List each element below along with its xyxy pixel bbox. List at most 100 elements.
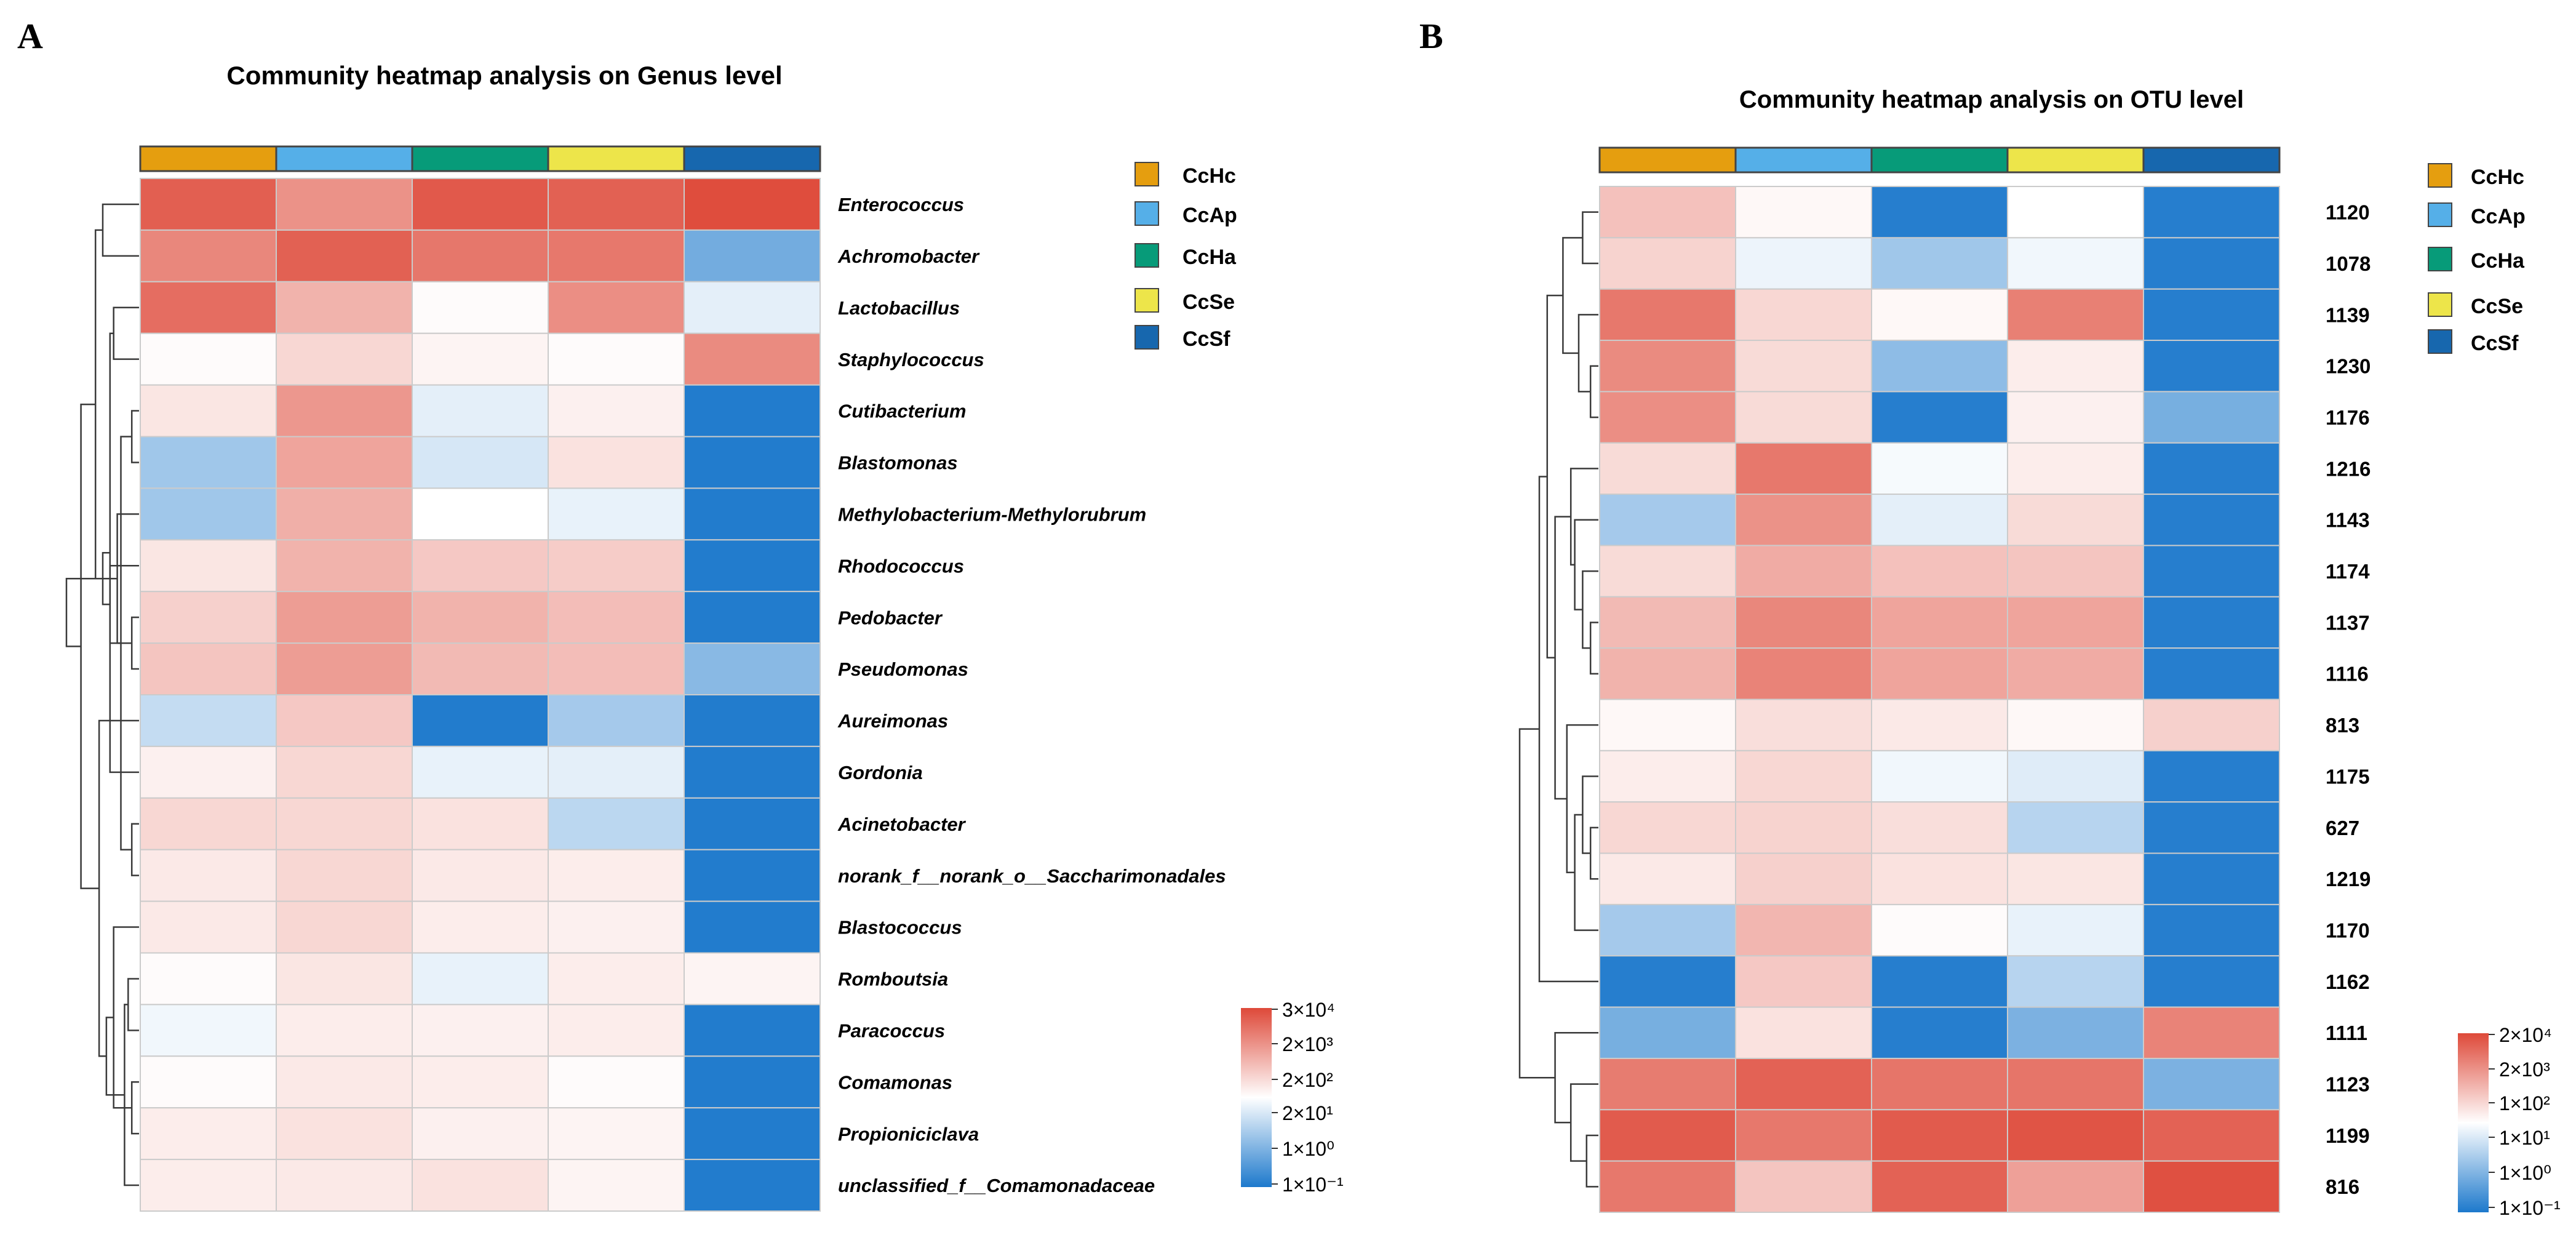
dendrogram-branch bbox=[1562, 237, 1583, 354]
dendrogram-branch bbox=[109, 332, 139, 774]
heatmap-cell bbox=[1735, 1006, 1872, 1059]
colorbar-tick-label: 1×10⁰ bbox=[1282, 1138, 1334, 1160]
panel-b-label: B bbox=[1419, 16, 1443, 56]
legend-label-ccha: CcHa bbox=[2471, 249, 2525, 273]
heatmap-cell bbox=[276, 384, 413, 438]
legend-swatch-cchc bbox=[2428, 163, 2452, 188]
colorbar-tick-label: 2×10¹ bbox=[1282, 1102, 1333, 1124]
heatmap-cell bbox=[1871, 545, 2008, 598]
heatmap-cell bbox=[1871, 647, 2008, 700]
heatmap-cell bbox=[1871, 494, 2008, 546]
heatmap-cell bbox=[684, 229, 821, 282]
heatmap-cell bbox=[1599, 750, 1736, 803]
heatmap-cell bbox=[412, 281, 549, 334]
heatmap-cell bbox=[548, 797, 685, 850]
heatmap-cell bbox=[2007, 903, 2144, 957]
heatmap-cell bbox=[276, 642, 413, 695]
heatmap-cell bbox=[1735, 237, 1872, 290]
heatmap-cell bbox=[1871, 801, 2008, 854]
heatmap-cell bbox=[2143, 698, 2280, 751]
heatmap-cell bbox=[140, 229, 277, 282]
heatmap-cell bbox=[412, 487, 549, 541]
heatmap-cell bbox=[2007, 340, 2144, 393]
heatmap-cell bbox=[1735, 1160, 1872, 1214]
heatmap-cell bbox=[140, 694, 277, 747]
heatmap-cell bbox=[1599, 494, 1736, 546]
heatmap-cell bbox=[2143, 1160, 2280, 1214]
row-label: 1219 bbox=[2326, 868, 2371, 890]
heatmap-cell bbox=[276, 1159, 413, 1212]
panel-a-heatmap-cells bbox=[140, 178, 821, 1212]
heatmap-cell bbox=[2007, 288, 2144, 342]
heatmap-cell bbox=[2143, 237, 2280, 290]
row-label: 1139 bbox=[2326, 303, 2370, 326]
heatmap-cell bbox=[1599, 1160, 1736, 1214]
heatmap-cell bbox=[276, 178, 413, 231]
heatmap-cell bbox=[1735, 903, 1872, 957]
heatmap-cell bbox=[140, 332, 277, 386]
heatmap-cell bbox=[2007, 955, 2144, 1008]
heatmap-cell bbox=[684, 849, 821, 902]
heatmap-cell bbox=[412, 229, 549, 282]
heatmap-cell bbox=[276, 797, 413, 850]
heatmap-cell bbox=[412, 797, 549, 850]
heatmap-cell bbox=[412, 952, 549, 1006]
heatmap-cell bbox=[412, 436, 549, 489]
heatmap-cell bbox=[1735, 750, 1872, 803]
heatmap-cell bbox=[2007, 1057, 2144, 1111]
legend-swatch-ccsf bbox=[2428, 329, 2452, 354]
heatmap-cell bbox=[2007, 1160, 2144, 1214]
heatmap-cell bbox=[2143, 288, 2280, 342]
row-label: 1174 bbox=[2326, 560, 2370, 583]
heatmap-cell bbox=[2007, 494, 2144, 546]
heatmap-cell bbox=[2007, 801, 2144, 854]
heatmap-cell bbox=[276, 694, 413, 747]
dendrogram-branch bbox=[113, 926, 139, 1109]
heatmap-cell bbox=[1599, 955, 1736, 1008]
heatmap-cell bbox=[2007, 391, 2144, 444]
sample-bar-ccap bbox=[1734, 146, 1873, 174]
heatmap-cell bbox=[684, 281, 821, 334]
panel-a-row-labels: Enterococcus Achromobacter Lactobacillus St… bbox=[837, 194, 1226, 1196]
heatmap-cell bbox=[684, 1159, 821, 1212]
heatmap-cell bbox=[1735, 1057, 1872, 1111]
heatmap-cell bbox=[548, 539, 685, 593]
heatmap-cell bbox=[276, 229, 413, 282]
heatmap-cell bbox=[1735, 955, 1872, 1008]
heatmap-cell bbox=[1871, 1057, 2008, 1111]
heatmap-cell bbox=[140, 797, 277, 850]
heatmap-cell bbox=[412, 900, 549, 954]
dendrogram-branch bbox=[130, 823, 139, 876]
dendrogram-branch bbox=[1554, 516, 1571, 800]
heatmap-cell bbox=[2007, 647, 2144, 700]
heatmap-cell bbox=[140, 849, 277, 902]
heatmap-cell bbox=[684, 1107, 821, 1161]
heatmap-cell bbox=[140, 1107, 277, 1161]
heatmap-cell bbox=[1599, 1109, 1736, 1162]
panel-a-colorbar: 3×10⁴ 2×10³ 2×10² 2×10¹ 1×10⁰ 1×10⁻¹ bbox=[1241, 999, 1344, 1196]
colorbar-tick-label: 2×10³ bbox=[1282, 1033, 1333, 1055]
heatmap-cell bbox=[2143, 494, 2280, 546]
heatmap-cell bbox=[412, 1055, 549, 1109]
heatmap-cell bbox=[276, 332, 413, 386]
heatmap-cell bbox=[548, 694, 685, 747]
dendrogram-branch bbox=[94, 229, 118, 580]
heatmap-cell bbox=[548, 900, 685, 954]
heatmap-cell bbox=[684, 591, 821, 644]
row-label: 1137 bbox=[2326, 611, 2370, 634]
heatmap-cell bbox=[2007, 545, 2144, 598]
heatmap-cell bbox=[412, 1107, 549, 1161]
heatmap-cell bbox=[2143, 340, 2280, 393]
heatmap-cell bbox=[684, 384, 821, 438]
heatmap-cell bbox=[548, 745, 685, 799]
heatmap-cell bbox=[412, 849, 549, 902]
row-label: Romboutsia bbox=[838, 969, 948, 990]
legend-label-ccsf: CcSf bbox=[2471, 332, 2519, 355]
heatmap-cell bbox=[548, 952, 685, 1006]
heatmap-cell bbox=[140, 384, 277, 438]
heatmap-cell bbox=[1735, 596, 1872, 649]
dendrogram-branch bbox=[130, 1081, 139, 1135]
heatmap-cell bbox=[1599, 186, 1736, 239]
heatmap-cell bbox=[1735, 647, 1872, 700]
legend-swatch-cchc bbox=[1134, 162, 1159, 186]
